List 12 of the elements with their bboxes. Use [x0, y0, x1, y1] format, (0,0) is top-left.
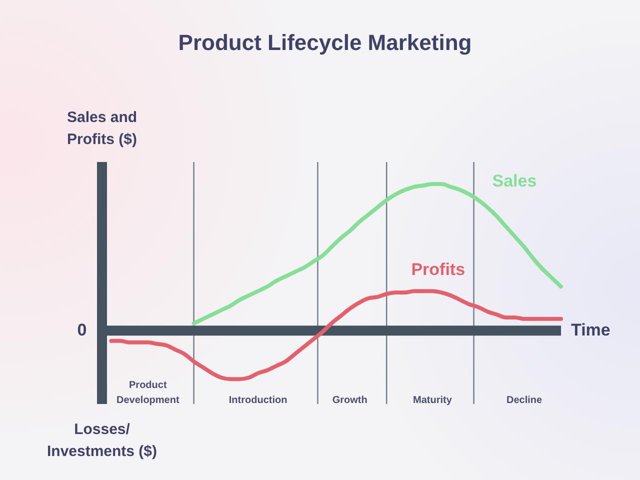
x-tick-label: Growth [332, 394, 368, 406]
x-tick-label: Decline [506, 394, 542, 406]
x-tick-label: Product Development [116, 380, 180, 406]
chart-title: Product Lifecycle Marketing [178, 30, 472, 56]
x-tick-label: Maturity [413, 394, 452, 406]
x-axis-title: Time [571, 320, 610, 340]
series-label: Sales [492, 172, 537, 191]
x-tick-label: Introduction [228, 394, 288, 406]
y-axis-title: Sales and Profits ($) [66, 109, 138, 148]
text: Losses/ Investments ($) [46, 421, 158, 460]
text: 0 [77, 320, 87, 340]
series-label: Profits [411, 260, 466, 279]
